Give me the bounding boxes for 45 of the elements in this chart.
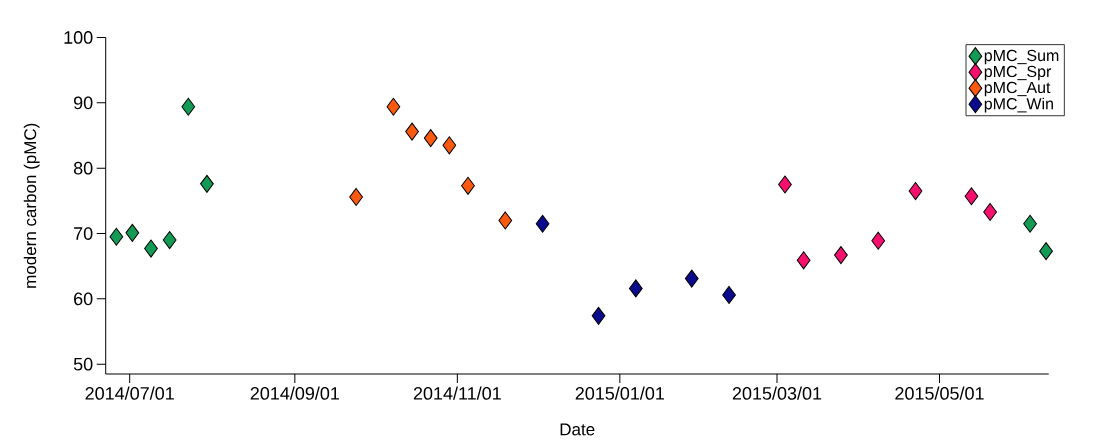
point: [871, 231, 886, 250]
legend-label: pMC_Win: [984, 97, 1053, 113]
x-tick-label: 2015/01/01: [575, 386, 664, 400]
point: [591, 306, 606, 325]
point: [442, 136, 457, 155]
x-tick-label: 2015/03/01: [732, 386, 822, 400]
point: [535, 214, 550, 233]
legend-label: pMC_Sum: [984, 49, 1059, 65]
point: [834, 246, 848, 265]
y-tick-label: 70: [74, 227, 93, 240]
point: [498, 211, 513, 230]
point: [162, 231, 177, 250]
point: [144, 239, 158, 258]
point: [181, 97, 196, 116]
point: [908, 182, 923, 201]
legend-label: pMC_Spr: [984, 65, 1052, 81]
y-tick-label: 50: [73, 357, 93, 371]
y-tick-label: 100: [64, 31, 93, 44]
x-tick-label: 2014/09/01: [250, 386, 339, 400]
point: [778, 175, 792, 194]
x-tick-label: 2015/05/01: [895, 386, 984, 400]
point: [1023, 214, 1037, 233]
point: [684, 269, 699, 288]
point: [405, 122, 419, 141]
y-axis-title: modern carbon (pMC): [23, 123, 40, 288]
point: [386, 97, 401, 116]
point: [461, 176, 475, 195]
point: [109, 227, 124, 246]
y-tick-label: 80: [73, 161, 93, 175]
point: [628, 279, 643, 298]
point: [349, 187, 363, 206]
point: [125, 223, 140, 242]
point: [983, 202, 997, 221]
point: [796, 251, 811, 270]
point: [964, 187, 979, 206]
point: [423, 129, 438, 148]
y-tick-label: 60: [74, 292, 93, 306]
x-tick-label: 2014/07/01: [85, 386, 174, 400]
legend-label: pMC_Aut: [984, 81, 1051, 97]
x-axis-title: Date: [560, 423, 595, 436]
point: [722, 285, 736, 304]
x-tick-label: 2014/11/01: [413, 386, 501, 400]
point: [1039, 242, 1053, 261]
y-tick-label: 90: [74, 96, 93, 110]
point: [200, 174, 214, 193]
